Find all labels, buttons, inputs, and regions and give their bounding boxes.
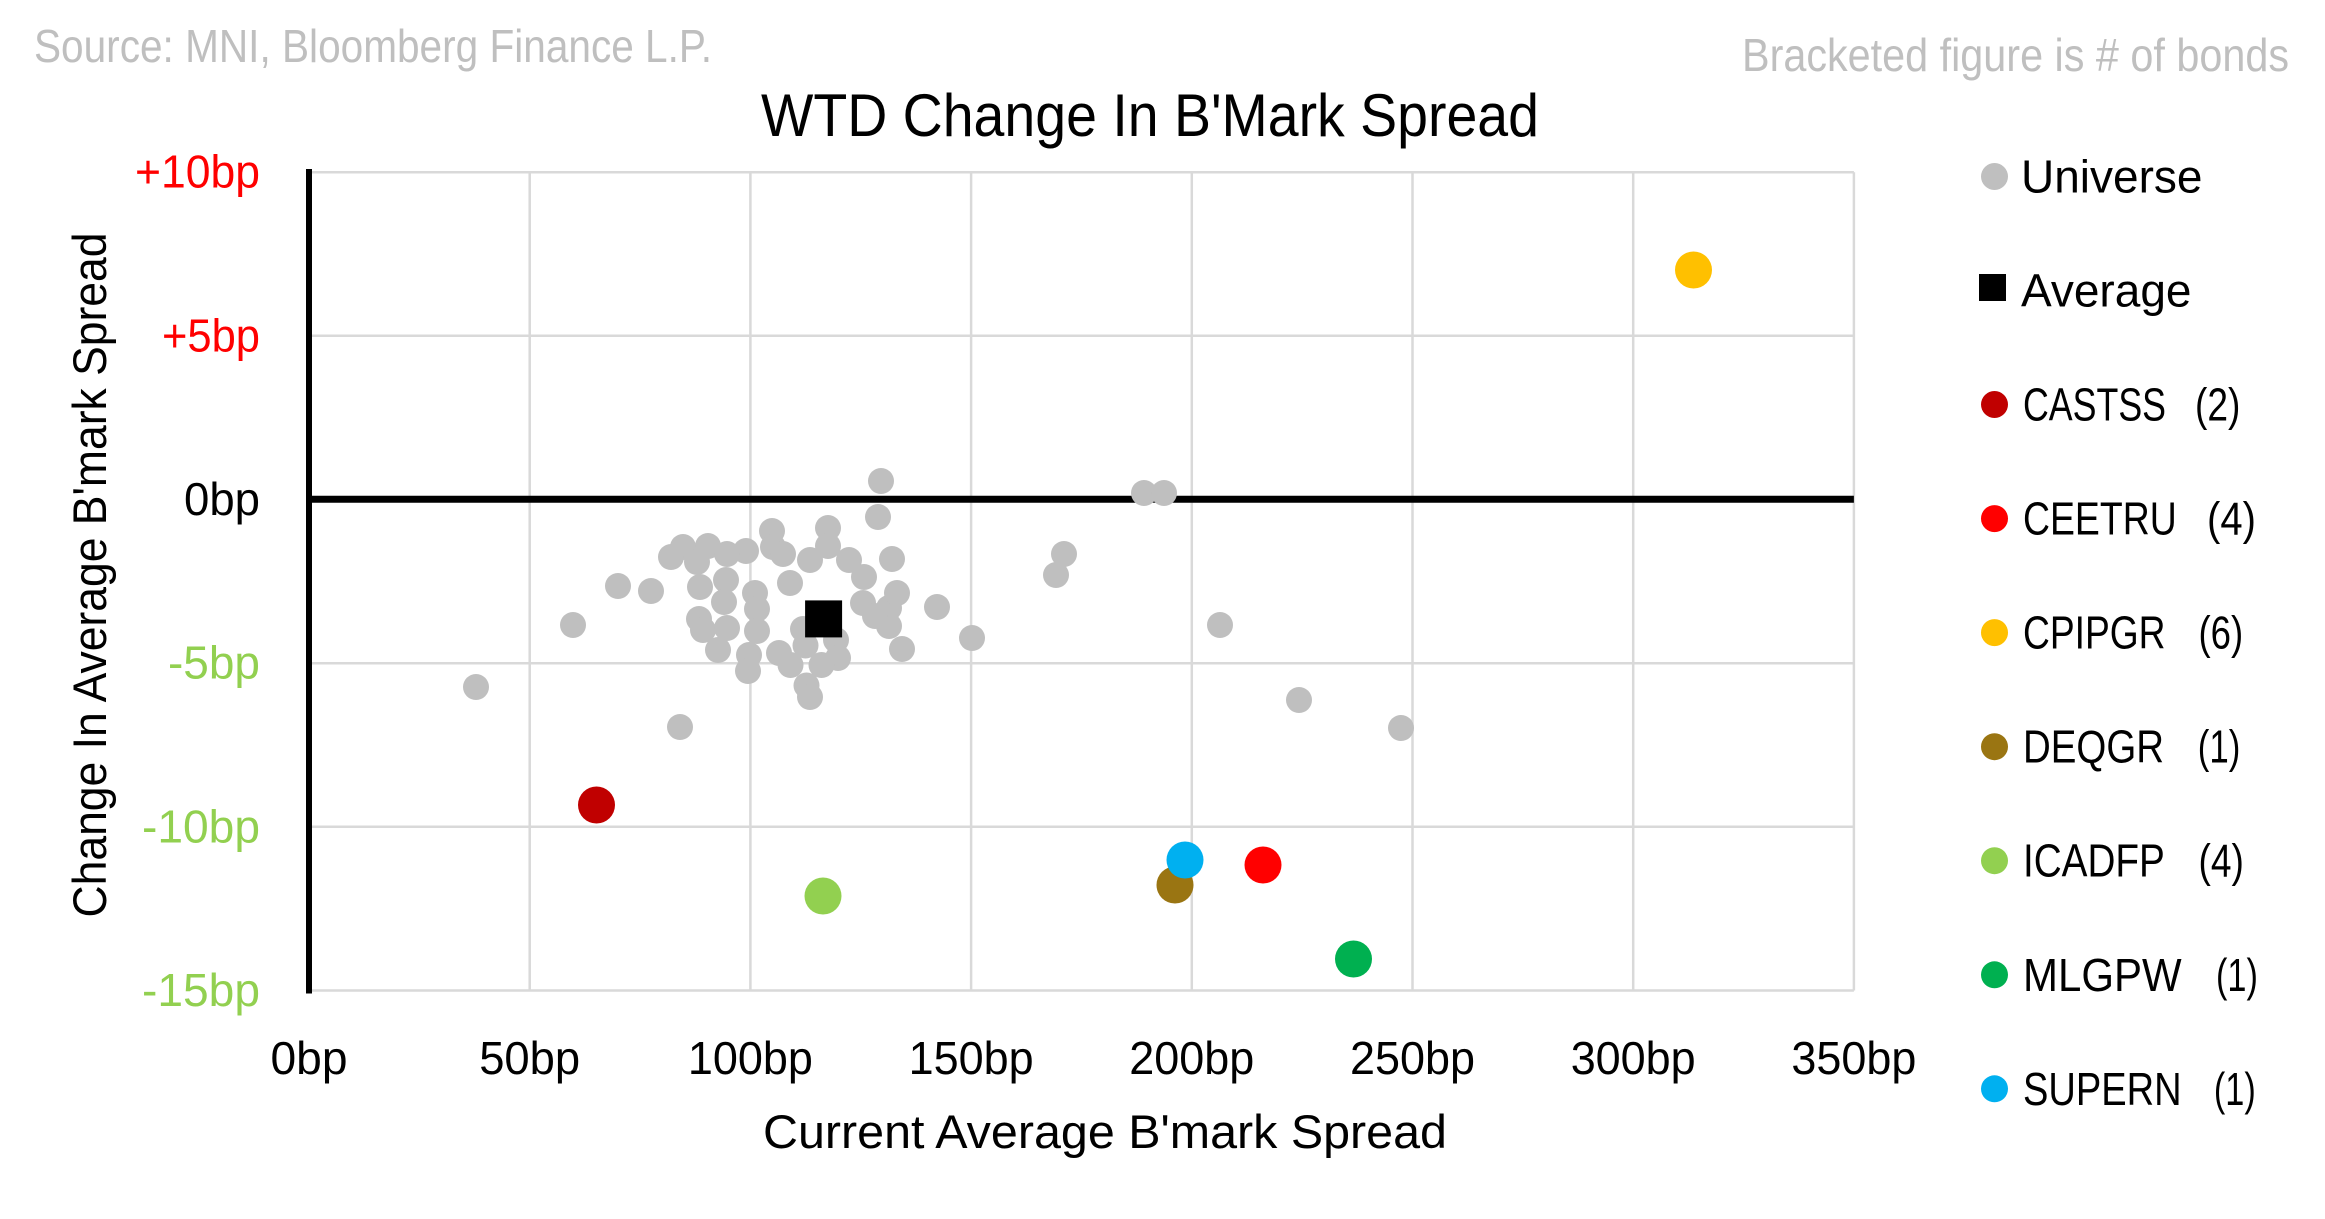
- svg-text:(4): (4): [2207, 493, 2256, 545]
- svg-text:Current Average B'mark Spread: Current Average B'mark Spread: [763, 1105, 1447, 1158]
- svg-text:(4): (4): [2199, 835, 2244, 887]
- svg-text:250bp: 250bp: [1350, 1032, 1475, 1084]
- svg-text:-5bp: -5bp: [168, 637, 260, 689]
- svg-text:0bp: 0bp: [184, 473, 260, 525]
- svg-text:-15bp: -15bp: [142, 964, 260, 1016]
- svg-text:DEQGR: DEQGR: [2023, 721, 2164, 773]
- svg-text:Source: MNI, Bloomberg Finance: Source: MNI, Bloomberg Finance L.P.: [34, 20, 712, 72]
- svg-text:CASTSS: CASTSS: [2023, 379, 2166, 431]
- svg-text:-10bp: -10bp: [142, 800, 260, 852]
- svg-text:350bp: 350bp: [1791, 1032, 1916, 1084]
- svg-text:Change In Average B'mark Sprea: Change In Average B'mark Spread: [63, 233, 116, 918]
- svg-text:CPIPGR: CPIPGR: [2023, 607, 2166, 659]
- svg-text:Bracketed figure is # of bonds: Bracketed figure is # of bonds: [1742, 29, 2289, 81]
- svg-text:(2): (2): [2195, 379, 2240, 431]
- svg-text:Universe: Universe: [2021, 151, 2203, 203]
- svg-text:Average: Average: [2021, 265, 2192, 317]
- svg-text:(1): (1): [2216, 949, 2258, 1001]
- svg-text:100bp: 100bp: [688, 1032, 813, 1084]
- svg-text:SUPERN: SUPERN: [2023, 1063, 2182, 1115]
- svg-text:(1): (1): [2214, 1063, 2256, 1115]
- svg-text:+10bp: +10bp: [135, 146, 260, 198]
- svg-text:150bp: 150bp: [909, 1032, 1034, 1084]
- svg-text:ICADFP: ICADFP: [2023, 835, 2165, 887]
- svg-text:0bp: 0bp: [271, 1032, 348, 1084]
- svg-text:300bp: 300bp: [1571, 1032, 1696, 1084]
- svg-text:MLGPW: MLGPW: [2023, 949, 2182, 1001]
- svg-text:(1): (1): [2198, 721, 2241, 773]
- svg-text:WTD Change In B'Mark Spread: WTD Change In B'Mark Spread: [761, 82, 1539, 149]
- svg-text:+5bp: +5bp: [162, 309, 260, 361]
- svg-text:(6): (6): [2199, 607, 2244, 659]
- svg-text:50bp: 50bp: [479, 1032, 580, 1084]
- svg-text:CEETRU: CEETRU: [2023, 493, 2177, 545]
- svg-text:200bp: 200bp: [1129, 1032, 1254, 1084]
